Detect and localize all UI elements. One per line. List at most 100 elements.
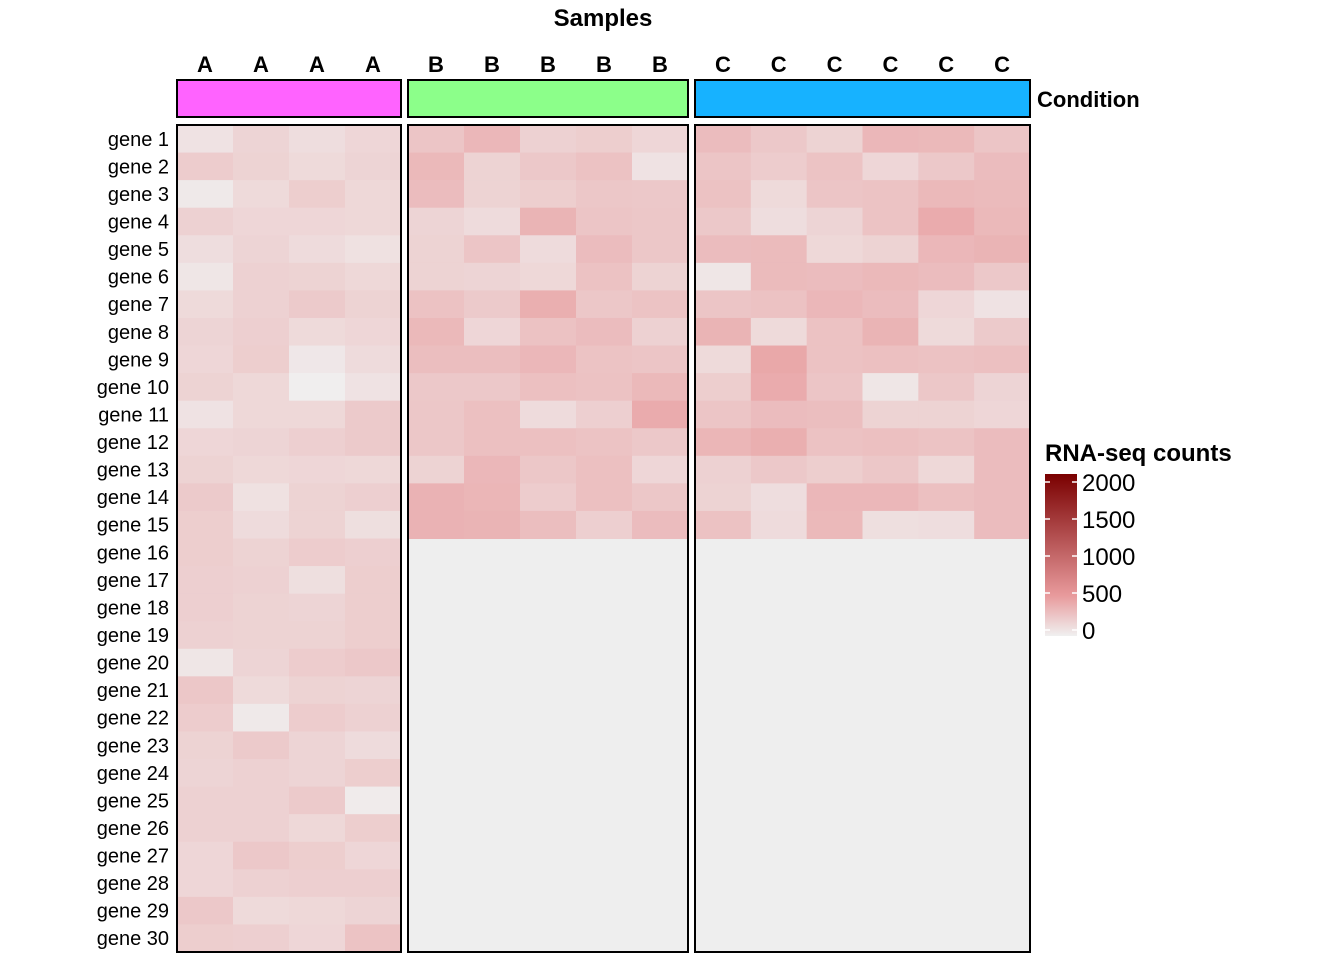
heatmap-cell (408, 345, 465, 374)
heatmap-cell (345, 373, 402, 402)
heatmap-cell (289, 676, 346, 705)
heatmap-cell (177, 455, 234, 484)
heatmap-cell (177, 703, 234, 732)
column-label: C (994, 52, 1010, 77)
heatmap-cell (918, 207, 975, 236)
heatmap-cell (289, 483, 346, 512)
row-label: gene 15 (97, 515, 169, 537)
heatmap-cell (177, 731, 234, 760)
heatmap-cell (289, 896, 346, 925)
heatmap-cell (520, 207, 577, 236)
heatmap-cell (750, 373, 808, 402)
heatmap-cell (464, 290, 521, 319)
heatmap-cell (806, 152, 863, 181)
heatmap-cell (695, 262, 752, 291)
heatmap-cell (289, 621, 346, 650)
heatmap-cell (862, 152, 919, 181)
heatmap-cell (632, 483, 689, 512)
heatmap-cell (289, 593, 346, 622)
heatmap-cell (345, 262, 402, 291)
column-label: B (428, 52, 444, 77)
legend-ticks: 2000 1500 1000 500 0 (1045, 470, 1135, 645)
heatmap-cell (974, 345, 1031, 374)
heatmap-cell (750, 262, 808, 291)
heatmap-cell (345, 428, 402, 457)
heatmap-cell (632, 317, 689, 347)
column-label: A (309, 52, 325, 77)
heatmap-cell (345, 235, 402, 264)
heatmap-cell (862, 510, 919, 539)
heatmap-cell (750, 152, 808, 181)
legend-tick-label: 1000 (1082, 544, 1135, 571)
heatmap-cell (576, 262, 633, 291)
heatmap-cell (233, 455, 290, 484)
heatmap-cell (695, 207, 752, 236)
heatmap-cell (974, 235, 1031, 264)
heatmap-cell (520, 455, 577, 484)
column-label: A (253, 52, 269, 77)
heatmap-cell (289, 235, 346, 264)
condition-bar-B (407, 79, 689, 118)
heatmap-cell (806, 290, 863, 319)
column-label: C (938, 52, 954, 77)
heatmap-cell (695, 180, 752, 209)
heatmap-cell (233, 621, 290, 650)
heatmap-cell (408, 317, 465, 347)
column-label: C (715, 52, 731, 77)
row-label: gene 30 (97, 928, 169, 950)
heatmap-cell (289, 207, 346, 236)
heatmap-cell (233, 345, 290, 374)
heatmap-cell (177, 869, 234, 898)
heatmap-cell (177, 317, 234, 347)
heatmap-cell (862, 235, 919, 264)
heatmap-cell (464, 235, 521, 264)
heatmap-cell (408, 373, 465, 402)
row-label: gene 14 (97, 487, 169, 509)
heatmap-cell (806, 400, 863, 429)
heatmap-cell (750, 290, 808, 319)
heatmap-cell (918, 262, 975, 291)
heatmap-cell (695, 483, 752, 512)
heatmap-cell (862, 483, 919, 512)
heatmap-cell (177, 125, 234, 154)
heatmap-cell (289, 924, 346, 953)
heatmap-cell (464, 125, 521, 154)
heatmap-cell (918, 483, 975, 512)
heatmap-cell (233, 924, 290, 953)
heatmap-cell (918, 510, 975, 539)
row-label: gene 24 (97, 763, 169, 785)
heatmap-cells (177, 125, 1031, 953)
heatmap-cell (576, 510, 633, 539)
heatmap-cell (632, 400, 689, 429)
annotation-label: Condition (1037, 87, 1140, 112)
row-label: gene 6 (108, 267, 169, 289)
heatmap-cell (289, 841, 346, 870)
heatmap-cell (974, 455, 1031, 484)
heatmap-cell (750, 345, 808, 374)
heatmap-cell (632, 428, 689, 457)
heatmap-cell (806, 317, 863, 347)
heatmap-cell (918, 455, 975, 484)
heatmap-cell (862, 262, 919, 291)
column-label: C (827, 52, 843, 77)
heatmap-cell (695, 345, 752, 374)
heatmap-cell (918, 428, 975, 457)
heatmap-cell (464, 510, 521, 539)
heatmap-cell (862, 428, 919, 457)
column-label: B (596, 52, 612, 77)
heatmap-cell (576, 207, 633, 236)
heatmap-cell (408, 235, 465, 264)
heatmap-cell (918, 290, 975, 319)
heatmap-cell (862, 455, 919, 484)
heatmap-cell (750, 125, 808, 154)
heatmap-cell (233, 869, 290, 898)
heatmap-cell (918, 152, 975, 181)
heatmap-cell (520, 510, 577, 539)
heatmap-cell (345, 510, 402, 539)
legend-tick-label: 2000 (1082, 470, 1135, 497)
panel-border-B (407, 124, 689, 953)
heatmap-cell (806, 428, 863, 457)
heatmap-cell (695, 317, 752, 347)
heatmap-cell (345, 593, 402, 622)
heatmap-cell (576, 373, 633, 402)
